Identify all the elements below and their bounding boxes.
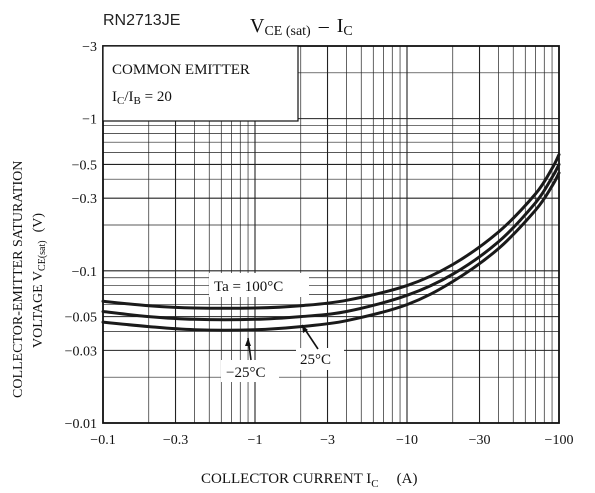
chart-title-main-sub: CE (sat) [264, 24, 311, 39]
series-label-100c: Ta = 100°C [214, 279, 283, 295]
y-tick-label: −0.1 [72, 265, 97, 280]
annotation-line2: IC/IB = 20 [112, 89, 172, 107]
label-100c-bg [209, 273, 309, 297]
label-minus25c-bg [221, 360, 279, 382]
x-tick-label: −30 [469, 433, 491, 448]
curve-25c [101, 162, 561, 322]
y-tick-label: −0.01 [65, 417, 97, 432]
y-axis-label-voltage: VOLTAGE V [31, 271, 46, 348]
chart-title: VCE (sat) – IC [250, 15, 353, 39]
annotation-line1: COMMON EMITTER [112, 62, 250, 78]
x-axis-label-sub: C [371, 478, 378, 490]
x-tick-label: −3 [320, 433, 335, 448]
y-tick-label: −3 [82, 40, 97, 55]
plot-frame [102, 45, 560, 424]
y-tick-label: −0.3 [72, 192, 97, 207]
series-label-minus25c: −25°C [226, 365, 265, 381]
label-25c-bg [296, 348, 344, 370]
chart-title-x-sub: C [343, 24, 352, 39]
series-label-25c: 25°C [300, 352, 331, 368]
x-tick-label: −0.3 [163, 433, 188, 448]
curve-100c [101, 153, 561, 310]
chart-title-dash: – [318, 15, 330, 37]
x-tick-label: −100 [545, 433, 574, 448]
x-axis-label: COLLECTOR CURRENT IC (A) [201, 471, 417, 490]
y-axis-label-sub: CE(sat) [37, 240, 48, 271]
annotation-box [102, 45, 299, 122]
curves [101, 153, 561, 332]
annotation-ic-sub: C [117, 95, 124, 107]
y-tick-label: −0.05 [65, 311, 97, 326]
annotation-ic: I [112, 89, 117, 105]
y-tick-label: −0.03 [65, 344, 97, 359]
chart-title-main: V [250, 15, 265, 37]
x-tick-label: −1 [248, 433, 263, 448]
y-axis-label-line1: COLLECTOR-EMITTER SATURATION [11, 161, 26, 398]
x-tick-label: −10 [396, 433, 418, 448]
x-tick-label: −0.1 [90, 433, 115, 448]
y-tick-label: −0.5 [72, 158, 97, 173]
part-number: RN2713JE [103, 12, 180, 29]
y-axis-label-line2: VOLTAGE VCE(sat) (V) [31, 213, 48, 348]
leader-minus25c-arrow [245, 338, 251, 346]
y-axis-label-unit: (V) [31, 213, 46, 233]
y-tick-label: −1 [82, 113, 97, 128]
y-tick-labels: −0.01 −0.03 −0.05 −0.1 −0.3 −0.5 −1 −3 [65, 40, 97, 432]
curve-minus25c [101, 171, 561, 332]
annotation-slash-ib: /I [124, 89, 133, 105]
leader-25c-arrow [302, 325, 308, 333]
x-axis-label-main: COLLECTOR CURRENT I [201, 471, 371, 487]
chart-title-x: I [337, 15, 344, 37]
x-axis-label-unit: (A) [397, 471, 418, 487]
x-tick-labels: −0.1 −0.3 −1 −3 −10 −30 −100 [90, 433, 573, 448]
annotation-ratio: = 20 [141, 89, 172, 105]
annotation-ib-sub: B [134, 95, 141, 107]
